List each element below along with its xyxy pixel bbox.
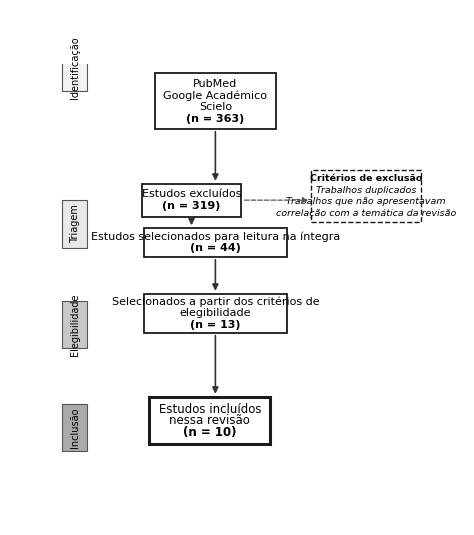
Text: Trabalhos duplicados: Trabalhos duplicados [316, 186, 416, 195]
Text: Triagem: Triagem [70, 204, 80, 243]
Text: Trabalhos que não apresentavam: Trabalhos que não apresentavam [286, 197, 446, 207]
Text: elegibilidade: elegibilidade [180, 309, 251, 318]
Text: Google Académico: Google Académico [164, 90, 267, 101]
Text: Estudos selecionados para leitura na íntegra: Estudos selecionados para leitura na ínt… [91, 232, 340, 242]
Text: Selecionados a partir dos critérios de: Selecionados a partir dos critérios de [111, 296, 319, 307]
FancyBboxPatch shape [62, 43, 87, 91]
Text: (n = 13): (n = 13) [190, 320, 241, 330]
Text: Estudos excluídos: Estudos excluídos [142, 189, 241, 200]
Text: (n = 363): (n = 363) [186, 113, 245, 124]
FancyBboxPatch shape [144, 228, 287, 257]
FancyBboxPatch shape [62, 404, 87, 452]
Text: (n = 319): (n = 319) [162, 201, 221, 211]
FancyBboxPatch shape [142, 184, 241, 217]
FancyBboxPatch shape [311, 170, 421, 222]
Text: Critérios de exclusão: Critérios de exclusão [310, 174, 422, 183]
FancyBboxPatch shape [149, 397, 271, 444]
FancyBboxPatch shape [144, 294, 287, 333]
FancyBboxPatch shape [62, 301, 87, 348]
Text: Estudos incluídos: Estudos incluídos [159, 402, 261, 416]
Text: (n = 44): (n = 44) [190, 243, 241, 254]
Text: Elegibilidade: Elegibilidade [70, 294, 80, 356]
Text: Scielo: Scielo [199, 102, 232, 112]
Text: nessa revisão: nessa revisão [169, 414, 250, 427]
Text: Inclusão: Inclusão [70, 408, 80, 448]
Text: Identificação: Identificação [70, 36, 80, 98]
FancyBboxPatch shape [62, 200, 87, 248]
Text: (n = 10): (n = 10) [183, 425, 237, 439]
Text: PubMed: PubMed [193, 79, 237, 89]
Text: correlação com a temática da revisão: correlação com a temática da revisão [276, 209, 456, 218]
FancyBboxPatch shape [155, 73, 276, 129]
